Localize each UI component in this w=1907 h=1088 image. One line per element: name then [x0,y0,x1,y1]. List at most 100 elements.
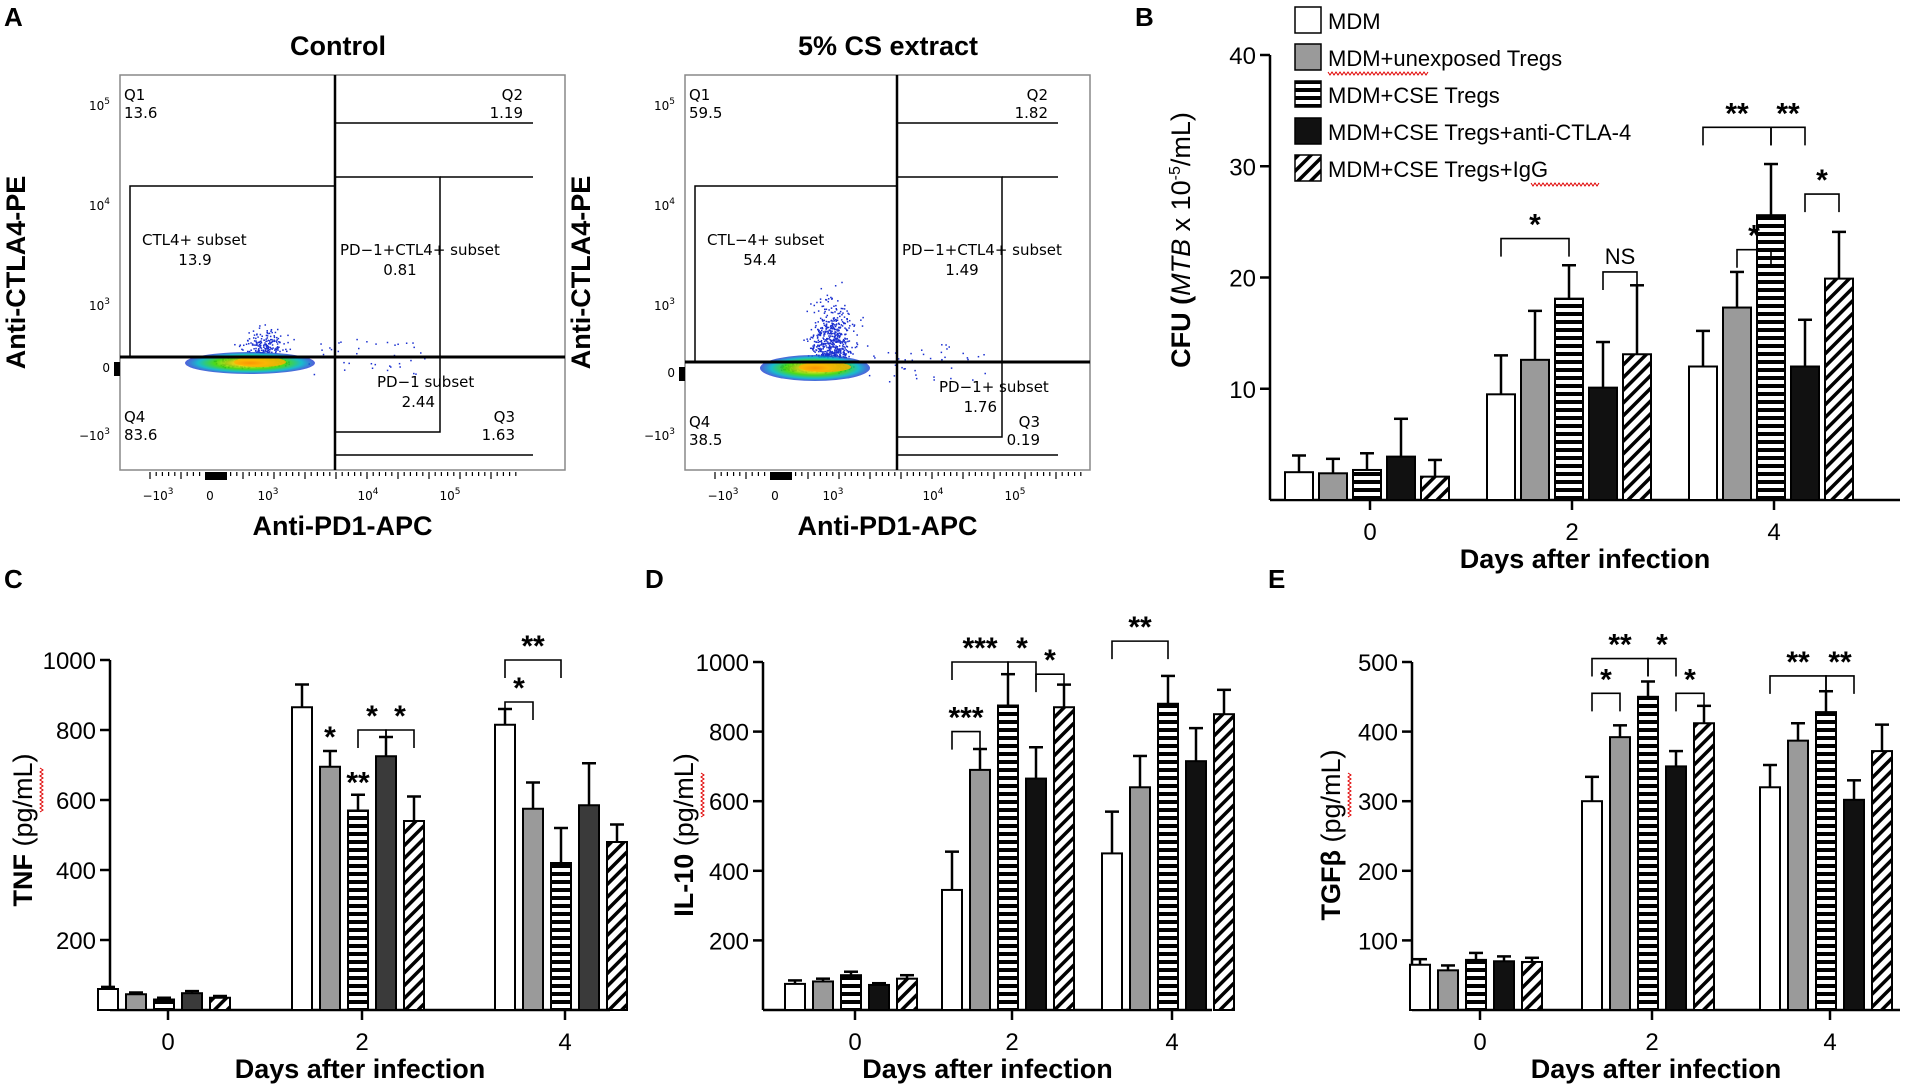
spellcheck-underline [1530,182,1600,187]
significance-label: * [1684,663,1696,696]
bar [1824,277,1854,501]
density-peak [799,362,851,372]
bar [1409,963,1431,1012]
x-tick-label: 0 [206,489,214,503]
significance-label: * [366,700,378,733]
y-tick-label: 600 [709,789,749,816]
spellcheck-underline [1327,71,1429,76]
subset-pd1-value: 1.76 [964,398,997,416]
y-axis-label: CFU (MTB x 10-5/mL) [1166,112,1196,368]
y-tick-label: 104 [89,197,110,213]
x-tick-label: 105 [439,487,460,503]
y-axis-label: IL-10 (pg/mL) [669,753,699,917]
x-axis-label: Days after infection [235,1054,486,1084]
significance-label: ** [1828,646,1852,679]
bar [1486,393,1516,501]
y-tick-label: 200 [1358,859,1398,886]
q1-label: Q1 [689,86,710,104]
bar [1609,736,1631,1012]
flow-title: Control [290,31,386,61]
bar [97,988,119,1011]
bar [1759,786,1781,1012]
spellcheck-underline [1347,772,1352,818]
x-tick-label: 105 [1004,487,1025,503]
flow-x-axis-label: Anti-PD1-APC [798,511,978,541]
significance-bracket [1602,271,1638,290]
y-tick-label: 400 [709,859,749,886]
subset-double-label: PD−1+CTL4+ subset [340,241,500,259]
x-tick-label: 0 [771,489,779,503]
x-minor-ticks [714,472,1082,479]
q4-value: 83.6 [124,426,157,444]
bar [153,998,175,1011]
legend-label: MDM+CSE Tregs+IgG [1328,157,1548,182]
bar [1352,468,1382,501]
significance-label: * [324,721,336,754]
y-tick-label: 105 [89,97,110,113]
bar [1493,960,1515,1012]
legend-swatch [1294,117,1322,145]
bar [125,993,147,1011]
subset-double-label: PD−1+CTL4+ subset [902,241,1062,259]
significance-bracket [1804,193,1840,213]
significance-bracket [1770,126,1806,146]
q1-label: Q1 [124,86,145,104]
bar [1665,765,1687,1012]
bar [1871,750,1893,1011]
chart-tnf: 200 400 600 800 1000 0 2 4 Days after infection T… [8,630,628,1084]
x-zero-mark [205,472,227,480]
bar [209,996,231,1011]
bar [403,820,425,1011]
x-axis-label: Days after infection [1460,544,1711,574]
bar [997,704,1019,1011]
legend-label: MDM+unexposed Tregs [1328,46,1562,71]
x-tick-label: 103 [257,487,278,503]
significance-bracket [504,659,562,678]
bar [375,755,397,1011]
q2-value: 1.19 [490,104,523,122]
q2-value: 1.82 [1015,104,1048,122]
significance-label: ** [1725,97,1749,130]
plot-frame [684,74,1091,471]
y-tick-label: 1000 [43,648,96,675]
subset-ctla4-value: 54.4 [743,251,776,269]
x-tick-label: 0 [161,1029,174,1056]
bar [1815,711,1837,1011]
panel-label-e: E [1268,564,1285,594]
y-tick-label: 200 [56,928,96,955]
bar [1554,297,1584,502]
x-tick-label: 0 [1363,519,1376,546]
legend: MDM MDM+unexposed Tregs MDM+CSE Tregs MDM+C… [1294,6,1631,187]
y-tick-label: 40 [1229,43,1256,70]
y-tick-label: 200 [709,928,749,955]
bar [812,980,834,1011]
bar [1521,960,1543,1012]
bar [840,974,862,1012]
bar [522,807,544,1011]
y-tick-label: 103 [654,297,675,313]
legend-swatch [1294,43,1322,71]
plot-frame [119,74,566,471]
significance-label: * [1044,644,1056,677]
y-tick-label: 10 [1229,377,1256,404]
significance-bracket [1591,692,1621,712]
bar [1025,777,1047,1012]
spellcheck-underline [39,767,44,813]
bar [291,706,313,1011]
bar [1588,386,1618,502]
bar [181,992,203,1012]
x-tick-label: 0 [1473,1029,1486,1056]
panel-label-b: B [1135,2,1154,32]
x-axis-label: Days after infection [862,1054,1113,1084]
significance-label: ** [1608,629,1632,662]
bar [1053,706,1075,1011]
significance-label: * [394,700,406,733]
x-tick-label: 4 [1767,519,1780,546]
significance-label: ** [1786,646,1810,679]
gate-pd1 [896,361,1003,438]
x-axis-label: Days after infection [1531,1054,1782,1084]
bar [1790,365,1820,501]
significance-label: * [1600,663,1612,696]
